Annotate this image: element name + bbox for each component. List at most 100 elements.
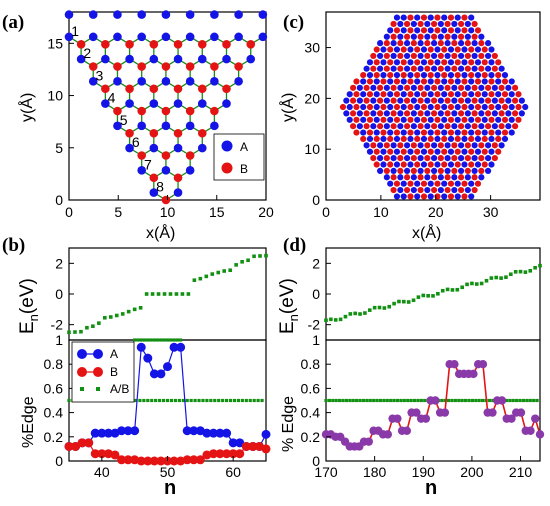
atom-a xyxy=(498,142,505,149)
atom-a xyxy=(185,121,195,131)
series-B-point xyxy=(143,456,153,466)
atom-a xyxy=(414,103,421,111)
atom-b xyxy=(478,167,485,174)
atom-a xyxy=(387,129,394,136)
atom-b xyxy=(447,103,455,111)
atom-a xyxy=(471,142,478,149)
legend-a-label: A xyxy=(240,140,248,154)
atom-a xyxy=(427,78,434,85)
y-tick-label: 10 xyxy=(47,88,63,104)
atom-b xyxy=(393,27,401,34)
atom-b xyxy=(380,129,387,136)
atom-a xyxy=(474,46,482,53)
y-tick-label: 30 xyxy=(304,40,320,56)
threshold-point xyxy=(344,398,349,403)
y-tick-label: 15 xyxy=(47,35,63,51)
atom-b xyxy=(451,40,458,47)
atom-a xyxy=(404,155,411,162)
atom-b xyxy=(407,129,414,136)
energy-point xyxy=(528,269,533,273)
y-tick-label: 0.2 xyxy=(301,429,321,445)
x-tick-label: 40 xyxy=(94,464,110,480)
atom-b xyxy=(437,40,444,47)
series-A-point xyxy=(156,369,166,379)
atom-a xyxy=(370,110,377,117)
atom-a xyxy=(444,142,451,149)
atom-b xyxy=(125,128,134,138)
series-A-point xyxy=(117,426,127,436)
atom-a xyxy=(410,84,417,91)
atom-a xyxy=(404,52,411,60)
atom-a xyxy=(197,54,207,64)
atom-b xyxy=(444,174,451,181)
atom-b xyxy=(161,106,171,116)
threshold-point xyxy=(440,398,444,403)
atom-b xyxy=(350,123,357,130)
series-B-point xyxy=(248,441,258,451)
atom-b xyxy=(383,155,390,162)
atom-a xyxy=(454,193,461,200)
atom-a xyxy=(410,174,417,181)
ab-point xyxy=(154,398,158,403)
energy-point xyxy=(382,306,387,310)
energy-point xyxy=(416,295,421,299)
atom-b xyxy=(390,84,397,91)
atom-a xyxy=(508,91,515,98)
atom-b xyxy=(441,148,448,155)
atom-a xyxy=(366,71,374,79)
atom-a xyxy=(400,27,407,34)
atom-b xyxy=(420,91,428,98)
threshold-point xyxy=(487,398,492,403)
y-tick-label: 2 xyxy=(312,255,320,271)
atom-a xyxy=(424,110,431,117)
atom-a xyxy=(410,110,417,117)
atom-b xyxy=(404,20,411,28)
atom-a xyxy=(468,193,475,200)
atom-a xyxy=(454,27,461,34)
threshold-point xyxy=(508,398,512,403)
atom-b xyxy=(350,110,357,117)
atom-a xyxy=(451,84,458,91)
atom-a xyxy=(478,97,485,104)
atom-b xyxy=(222,84,231,94)
atom-b xyxy=(404,186,411,194)
atom-b xyxy=(149,39,159,49)
atom-b xyxy=(414,161,421,168)
atom-a xyxy=(434,46,441,53)
atom-b xyxy=(350,97,357,104)
atom-a xyxy=(400,91,407,98)
atom-a xyxy=(417,52,424,60)
ab-point xyxy=(248,398,252,403)
atom-b xyxy=(478,65,485,72)
atom-a xyxy=(258,32,268,42)
atom-a xyxy=(481,103,488,111)
atom-b xyxy=(498,110,505,117)
atom-b xyxy=(468,148,475,155)
ab-point xyxy=(240,398,244,403)
energy-point xyxy=(494,275,499,280)
atom-b xyxy=(451,52,458,60)
atom-a xyxy=(441,103,448,111)
threshold-point xyxy=(481,398,485,403)
atom-b xyxy=(76,39,86,49)
atom-b xyxy=(210,106,219,116)
x-tick-label: 50 xyxy=(160,464,176,480)
atom-b xyxy=(390,174,397,181)
atom-b xyxy=(484,84,492,91)
atom-b xyxy=(234,62,243,71)
panel-a-legend: A B xyxy=(213,133,265,181)
atom-b xyxy=(461,103,468,111)
atom-b xyxy=(417,33,424,40)
atom-a xyxy=(471,167,478,174)
series-B-point xyxy=(84,438,94,448)
series-B-point xyxy=(222,449,232,459)
atom-a xyxy=(400,193,407,200)
atom-a xyxy=(444,52,451,60)
edge-series-point xyxy=(450,360,459,369)
atom-a xyxy=(468,14,475,21)
atom-a xyxy=(373,91,380,98)
energy-point xyxy=(79,329,83,334)
atom-b xyxy=(420,116,428,123)
atom-a xyxy=(424,20,431,28)
